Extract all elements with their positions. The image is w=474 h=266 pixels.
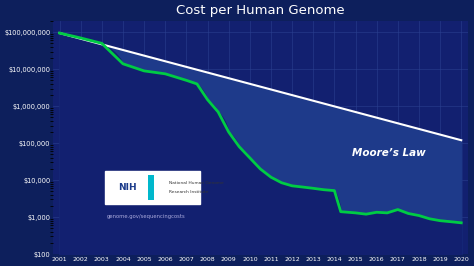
Text: Research Institute: Research Institute: [169, 190, 209, 194]
Text: genome.gov/sequencingcosts: genome.gov/sequencingcosts: [107, 214, 186, 219]
Text: National Human Genome: National Human Genome: [169, 181, 224, 185]
Text: NIH: NIH: [118, 183, 137, 192]
Title: Cost per Human Genome: Cost per Human Genome: [176, 4, 345, 17]
Text: Moore’s Law: Moore’s Law: [352, 148, 425, 158]
FancyBboxPatch shape: [105, 171, 201, 204]
FancyBboxPatch shape: [148, 175, 155, 201]
